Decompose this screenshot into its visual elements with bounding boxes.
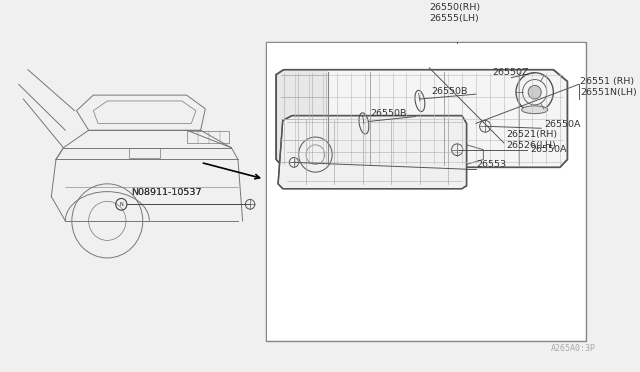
Text: 26553: 26553: [476, 160, 506, 169]
Text: 26550B: 26550B: [431, 87, 467, 96]
Ellipse shape: [522, 106, 548, 113]
Text: 26521(RH)
26526(LH): 26521(RH) 26526(LH): [507, 130, 558, 150]
Text: 26550(RH)
26555(LH): 26550(RH) 26555(LH): [429, 3, 481, 23]
Text: 26550Z: 26550Z: [493, 68, 529, 77]
Bar: [266, 42, 586, 341]
Circle shape: [528, 85, 541, 99]
Bar: [129, 148, 161, 157]
Polygon shape: [276, 70, 567, 167]
Bar: [187, 131, 228, 143]
Text: N: N: [120, 202, 123, 207]
Text: A265A0:3P: A265A0:3P: [550, 343, 596, 353]
Text: N08911-10537: N08911-10537: [131, 187, 201, 196]
Polygon shape: [278, 116, 467, 189]
Text: 26550B: 26550B: [371, 109, 407, 118]
Text: 26550A: 26550A: [530, 145, 566, 154]
Bar: [267, 44, 585, 340]
Polygon shape: [276, 70, 328, 167]
Text: N08911-10537: N08911-10537: [131, 187, 201, 196]
Text: 26551 (RH)
26551N(LH): 26551 (RH) 26551N(LH): [580, 77, 637, 97]
Text: 26550A: 26550A: [544, 120, 580, 129]
